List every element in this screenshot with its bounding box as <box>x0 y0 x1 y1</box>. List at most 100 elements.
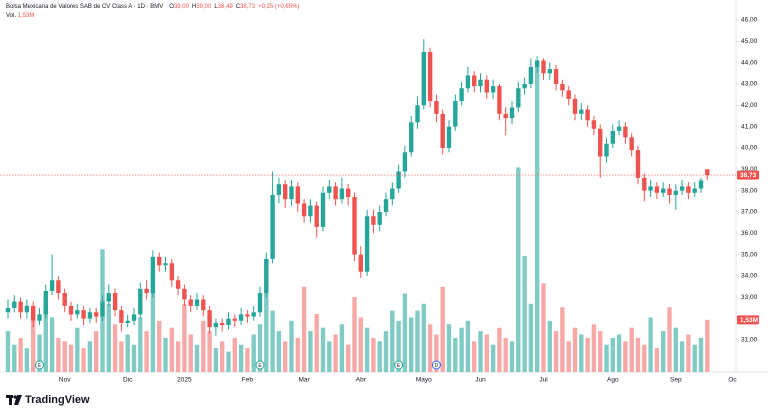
volume-bar <box>276 331 282 372</box>
candle-body <box>661 188 666 193</box>
volume-bar <box>339 324 345 372</box>
candle-body <box>346 188 351 198</box>
candle-body <box>68 305 74 315</box>
volume-bar <box>87 341 93 372</box>
last-price-badge <box>737 170 759 180</box>
volume-bar <box>553 331 559 372</box>
candle-body <box>18 301 23 313</box>
candle-body <box>333 186 338 200</box>
volume-bar <box>68 344 74 372</box>
x-tick-label: Feb <box>242 377 254 384</box>
candle-body <box>490 86 496 93</box>
volume-bar <box>37 334 42 372</box>
candle-body <box>75 310 80 315</box>
event-marker: D <box>431 360 441 370</box>
volume-bar <box>175 341 181 372</box>
candle-body <box>81 310 86 319</box>
candle-body <box>535 60 540 67</box>
y-tick-label: 37,00 <box>741 209 758 216</box>
volume-bar <box>604 344 609 372</box>
candle-body <box>654 186 660 193</box>
candle-body <box>415 105 420 123</box>
candle-body <box>522 83 527 89</box>
y-tick-label: 45,00 <box>741 38 758 45</box>
candle-body <box>131 314 137 321</box>
volume-bar <box>346 344 351 372</box>
volume-bar <box>301 286 307 372</box>
volume-bar <box>81 348 86 372</box>
volume-bar <box>150 273 156 372</box>
volume-bar <box>478 331 483 372</box>
candle-body <box>459 88 464 102</box>
candle-body <box>24 305 30 313</box>
volume-bar <box>654 348 660 372</box>
candle-body <box>623 126 628 138</box>
volume-bar <box>459 327 464 372</box>
event-marker: E <box>35 360 44 370</box>
brand-logo <box>6 395 22 405</box>
candle-body <box>163 263 168 266</box>
candle-body <box>566 90 571 99</box>
volume-bar <box>188 334 193 372</box>
candle-body <box>56 280 61 294</box>
candle-body <box>446 126 452 148</box>
ohlc-key: C <box>235 4 241 10</box>
candle-body <box>440 113 445 148</box>
volume-bar <box>358 317 363 372</box>
volume-bar <box>119 341 124 372</box>
x-tick-label: Mar <box>298 377 310 384</box>
volume-bar <box>207 331 212 372</box>
x-tick-label: Jun <box>475 377 486 384</box>
candle-body <box>610 130 615 144</box>
candle-body <box>453 101 458 127</box>
last-volume-badge <box>737 315 759 325</box>
volume-value: 1,53M <box>17 13 35 19</box>
volume-bar <box>661 331 666 372</box>
ohlc: O39,00 H39,00 L38,49 C38,73 <box>169 4 258 10</box>
candle-body <box>257 293 263 313</box>
volume-bar <box>377 341 382 372</box>
candle-body <box>283 184 288 200</box>
candle-body <box>371 216 376 225</box>
volume-bar <box>24 348 30 372</box>
volume-bar <box>295 337 300 372</box>
candle-body <box>270 194 275 259</box>
volume-bar <box>327 341 332 372</box>
volume-bar <box>698 337 704 372</box>
y-tick-label: 44,00 <box>741 59 758 66</box>
volume-bar <box>503 337 508 372</box>
candle-body <box>673 190 678 195</box>
volume-bar <box>402 293 408 372</box>
volume-bar <box>169 327 174 372</box>
volume-bar <box>648 317 653 372</box>
volume-bar <box>163 337 168 372</box>
volume-bar <box>12 344 17 372</box>
volume-bar <box>157 320 162 372</box>
volume-bar <box>528 303 534 372</box>
volume-bar <box>283 341 288 372</box>
candle-body <box>516 88 521 108</box>
volume-bar <box>427 324 433 372</box>
brand-name: TradingView <box>25 394 90 406</box>
candle-body <box>138 288 143 315</box>
candle-body <box>635 150 641 178</box>
volume-bar <box>364 327 370 372</box>
volume-bar <box>201 320 206 372</box>
candle-body <box>37 314 42 321</box>
volume-bar <box>383 331 389 372</box>
candle-body <box>409 122 414 153</box>
volume-bar <box>535 65 540 373</box>
candle-body <box>157 256 162 266</box>
y-tick-label: 38,00 <box>741 187 758 194</box>
candle-body <box>616 126 622 131</box>
volume-bar <box>245 348 250 372</box>
candle-body <box>43 290 48 315</box>
volume-bar <box>31 320 36 372</box>
candle-body <box>125 320 130 323</box>
y-tick-label: 33,00 <box>741 294 758 301</box>
candle-body <box>667 188 672 195</box>
volume-bar <box>5 331 11 372</box>
y-tick-label: 35,00 <box>741 251 758 258</box>
candle-body <box>642 177 647 191</box>
